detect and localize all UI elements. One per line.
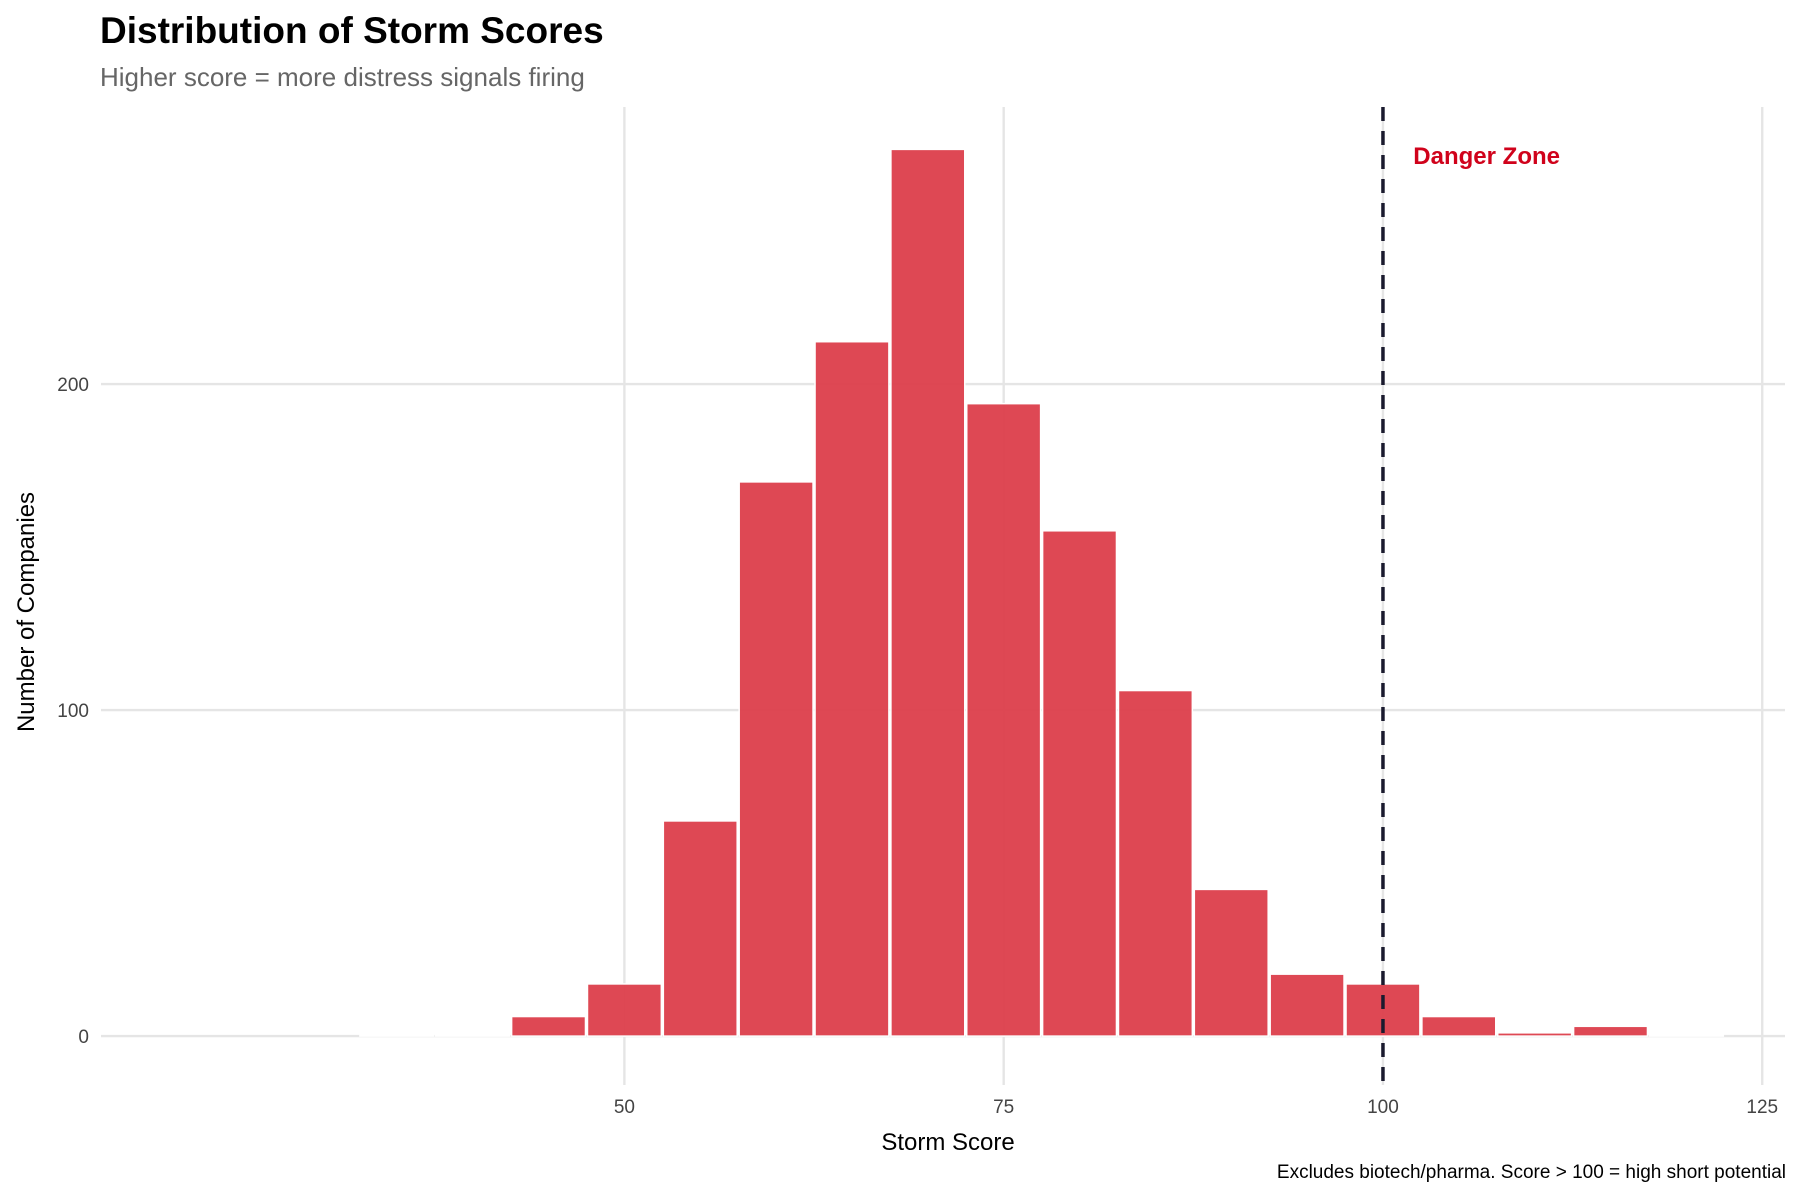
histogram-bar [1117, 689, 1194, 1037]
histogram-bar [1269, 973, 1345, 1037]
y-tick-label: 200 [57, 375, 89, 396]
histogram-bar [662, 820, 738, 1037]
chart-subtitle: Higher score = more distress signals fir… [100, 62, 585, 92]
histogram-bar [966, 402, 1042, 1037]
histogram-bar [1041, 530, 1118, 1037]
danger-zone-annotation: Danger Zone [1413, 143, 1560, 170]
histogram-bar [1648, 1034, 1725, 1037]
histogram-bar [586, 983, 663, 1037]
y-axis-title: Number of Companies [13, 492, 40, 732]
chart-caption: Excludes biotech/pharma. Score > 100 = h… [1276, 1162, 1786, 1183]
x-axis-title: Storm Score [881, 1129, 1014, 1156]
chart-title: Distribution of Storm Scores [100, 10, 604, 51]
histogram-bar [359, 1034, 435, 1037]
x-tick-label: 100 [1367, 1097, 1399, 1118]
histogram-bar [1496, 1032, 1573, 1037]
y-tick-label: 100 [57, 701, 89, 722]
histogram-bar [435, 1034, 511, 1037]
histogram-bar [890, 148, 966, 1037]
histogram-bar [510, 1015, 587, 1037]
x-tick-label: 75 [993, 1097, 1014, 1118]
bars [359, 148, 1725, 1037]
x-tick-label: 125 [1746, 1097, 1778, 1118]
histogram-bar [1193, 888, 1269, 1037]
tick-labels: 50 75 100 125 0 100 200 [57, 375, 1778, 1118]
histogram-bar [814, 340, 890, 1037]
histogram-bar [1421, 1015, 1497, 1037]
x-tick-label: 50 [614, 1097, 635, 1118]
y-tick-label: 0 [78, 1027, 89, 1048]
histogram-bar [738, 481, 814, 1037]
histogram-bar [1572, 1025, 1649, 1037]
